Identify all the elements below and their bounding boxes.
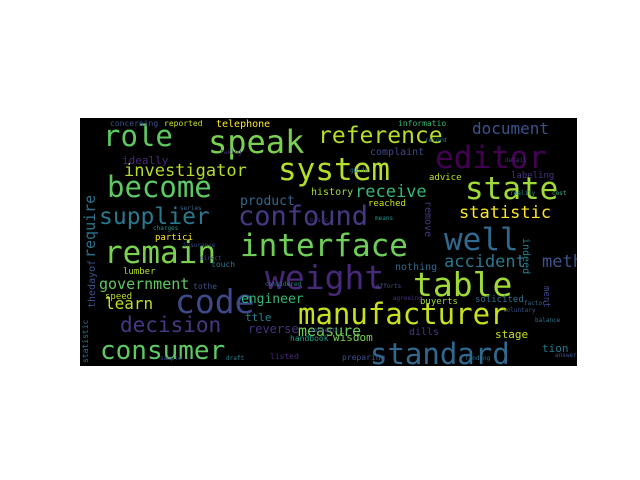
- word-supplier: supplier: [99, 204, 210, 230]
- word-balance: balance: [535, 317, 561, 324]
- word-interface: interface: [240, 228, 408, 264]
- word-solicited: solicited: [475, 295, 524, 305]
- word-preparing: preparing: [342, 353, 386, 362]
- word-cost: cost: [552, 190, 567, 197]
- word-weight: weight: [265, 258, 385, 297]
- word-table: table: [413, 265, 513, 304]
- word-reported: reported: [164, 119, 203, 128]
- word-product: product: [240, 194, 295, 209]
- word-reverse: reverse: [248, 322, 299, 336]
- word-speed: speed: [105, 292, 133, 302]
- word-require: require: [81, 194, 99, 258]
- word-labeling: labeling: [511, 171, 555, 181]
- word-advice: advice: [429, 173, 462, 183]
- word-reality: reality: [510, 190, 536, 197]
- word-method: method: [542, 252, 577, 272]
- word-government: government: [99, 275, 190, 293]
- word-insurance: insurance: [183, 242, 216, 249]
- word-direct: direct: [200, 255, 222, 262]
- word-reference: reference: [318, 123, 443, 149]
- word-confound: confound: [238, 201, 369, 232]
- word-concerning: concerning: [110, 119, 159, 128]
- word-complaint: complaint: [370, 147, 425, 158]
- word-thedayof: thedayof: [87, 259, 98, 308]
- word-state: state: [465, 171, 559, 207]
- word-statistic-2: statistic: [81, 319, 90, 363]
- word-handbook: handbook: [290, 334, 329, 343]
- word-agreeing: agreeing: [393, 295, 422, 302]
- word-series: series: [180, 205, 202, 212]
- word-tothe: tothe: [193, 282, 218, 291]
- word-stage: stage: [495, 328, 529, 341]
- word-engineer: engineer: [241, 292, 304, 307]
- word-lumber: lumber: [123, 267, 156, 277]
- word-system: system: [278, 152, 390, 188]
- word-role: role: [103, 119, 173, 153]
- word-remain: remain: [104, 235, 216, 271]
- word-ttle: ttle: [245, 311, 272, 324]
- word-manufacturer: manufacturer: [298, 297, 508, 331]
- word-telephone: telephone: [216, 119, 271, 130]
- word-measure: measure: [298, 322, 362, 340]
- word-receive: receive: [355, 182, 427, 202]
- word-listed: listed: [270, 352, 299, 361]
- word-cloud: role speak reference document editor sys…: [80, 118, 577, 366]
- word-solidate: solidate: [310, 327, 339, 334]
- word-draft: draft: [226, 355, 245, 362]
- word-document: document: [472, 119, 550, 138]
- word-become: become: [107, 170, 212, 204]
- word-accident: accident: [444, 252, 526, 272]
- word-statistic: statistic: [459, 203, 552, 223]
- word-buyerts: buyerts: [420, 297, 458, 307]
- word-learn: learn: [105, 294, 154, 313]
- word-voluntary: voluntary: [503, 307, 536, 314]
- word-investigator: investigator: [124, 161, 247, 181]
- word-factor: factor: [524, 300, 546, 307]
- word-remove: remove: [422, 201, 433, 238]
- word-wisdom: wisdom: [333, 331, 373, 344]
- word-detail: detail: [505, 157, 527, 164]
- word-basic: basic: [310, 217, 329, 224]
- word-sample: sample: [160, 355, 182, 362]
- word-nothing: nothing: [395, 262, 438, 273]
- word-dills: dills: [409, 327, 440, 338]
- word-history: history: [311, 187, 354, 198]
- word-decision: decision: [120, 313, 222, 337]
- word-means: means: [375, 215, 394, 222]
- word-finding: finding: [465, 355, 491, 362]
- word-guide: guide: [350, 167, 369, 174]
- word-answer: answer: [555, 352, 577, 359]
- word-reached: reached: [368, 199, 406, 209]
- word-standard: standard: [370, 337, 510, 367]
- word-record: record: [425, 137, 447, 144]
- word-well: well: [444, 222, 519, 258]
- word-indeed: indeed: [520, 238, 531, 275]
- word-ideally: ideally: [122, 154, 169, 167]
- word-touch: touch: [211, 260, 236, 269]
- word-speak: speak: [208, 123, 305, 161]
- word-informatio: informatio: [398, 119, 447, 128]
- word-tion: tion: [542, 342, 569, 355]
- word-partici: partici: [155, 233, 193, 243]
- word-consumer: consumer: [100, 336, 226, 366]
- word-code: code: [175, 282, 255, 321]
- word-charges: charges: [153, 225, 179, 232]
- word-editor: editor: [435, 140, 547, 176]
- word-efforts: efforts: [376, 283, 402, 290]
- word-considered: considered: [265, 281, 302, 288]
- word-taking: taking: [220, 149, 242, 156]
